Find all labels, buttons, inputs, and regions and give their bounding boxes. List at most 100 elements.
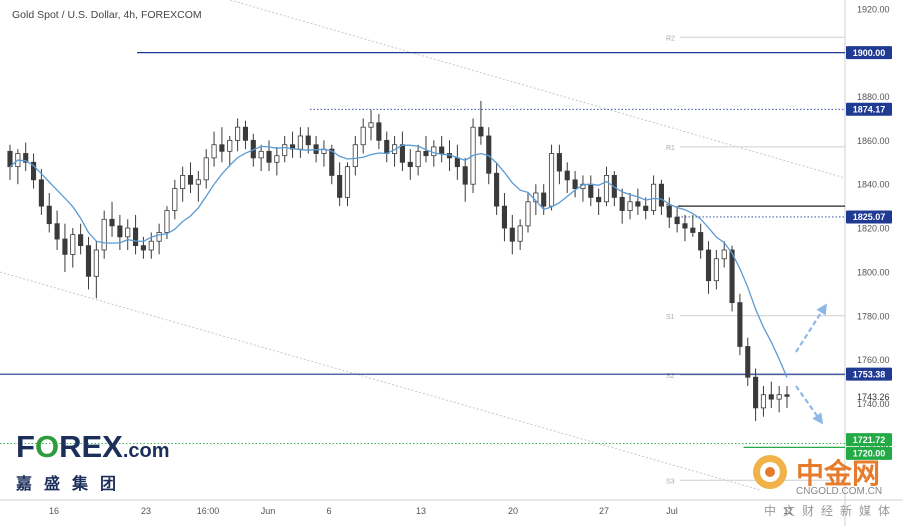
y-tick-label: 1840.00: [857, 180, 890, 190]
candle-body: [556, 153, 562, 172]
forex-logo: FOREX.com 嘉盛集团: [16, 430, 170, 494]
candle-body: [423, 150, 429, 157]
candle: [109, 201, 115, 237]
y-tick-label: 1820.00: [857, 224, 890, 234]
price-axis[interactable]: 1920.001900.001880.001860.001840.001820.…: [857, 4, 890, 453]
candle: [140, 236, 146, 259]
candle-body: [344, 166, 351, 198]
price-label-bg: [846, 446, 892, 460]
candle: [784, 385, 790, 408]
candle-body: [705, 249, 712, 282]
candle-body: [501, 205, 508, 229]
candle: [282, 135, 288, 163]
candle-body: [635, 201, 641, 207]
candle-body: [38, 179, 44, 207]
candle: [156, 223, 162, 255]
candle: [533, 184, 539, 215]
pivot-label-r1: R1: [666, 145, 675, 152]
y-tick-label: 1860.00: [857, 136, 890, 146]
candle: [517, 219, 523, 250]
candle: [415, 144, 421, 176]
candle: [289, 131, 296, 158]
candle-body: [125, 227, 131, 238]
cngold-watermark: 中金网 CNGOLD.COM.CN 中文财经新媒体: [750, 452, 890, 518]
candle-body: [525, 201, 531, 227]
candle-body: [548, 153, 555, 207]
pivot-label-s1: S1: [666, 314, 675, 321]
candle: [384, 131, 390, 163]
candle-body: [101, 218, 107, 251]
candle: [651, 175, 657, 215]
descending-channel: [0, 0, 846, 491]
cngold-name: 中金网: [796, 457, 881, 490]
candle: [509, 214, 515, 255]
cngold-logo-icon: [753, 455, 787, 489]
candle-body: [148, 240, 154, 251]
candle: [494, 162, 500, 215]
candle: [360, 118, 366, 154]
candle: [768, 381, 774, 408]
candle: [211, 131, 217, 167]
price-label-bg: [846, 210, 892, 224]
candle: [454, 144, 460, 180]
price-label-1874-17: 1874.17: [846, 102, 892, 116]
candle-body: [533, 192, 539, 203]
forex-logo-text: FOREX.com: [16, 429, 170, 464]
candle: [635, 188, 641, 215]
candle: [760, 385, 767, 417]
candle: [376, 114, 382, 150]
candle-body: [627, 201, 633, 211]
candle: [368, 109, 374, 141]
candle-body: [30, 161, 37, 181]
candle-body: [187, 175, 194, 185]
candle-body: [211, 144, 217, 159]
candle: [564, 162, 570, 193]
candle: [172, 179, 178, 220]
candle: [305, 127, 311, 154]
price-label-text: 1825.07: [853, 212, 886, 222]
candle-body: [133, 227, 139, 247]
candle-body: [337, 175, 343, 198]
candle-body: [7, 150, 13, 168]
candle: [195, 171, 201, 202]
candle-body: [784, 394, 790, 397]
candle-body: [62, 238, 68, 255]
pivot-label-r2: R2: [666, 35, 675, 42]
candle-body: [776, 394, 782, 400]
x-tick-label: 20: [508, 506, 518, 516]
candle: [85, 236, 92, 290]
candle: [627, 192, 633, 220]
candle-body: [117, 225, 123, 238]
candle-body: [219, 144, 225, 152]
candle: [462, 157, 468, 202]
x-tick-label: 27: [599, 506, 609, 516]
candle-body: [682, 223, 688, 229]
x-tick-label: 13: [416, 506, 426, 516]
pivot-label-s3: S3: [666, 478, 675, 485]
candle-body: [164, 210, 170, 233]
candle: [101, 210, 107, 259]
x-tick-label: Jul: [666, 506, 678, 516]
candle: [525, 192, 531, 233]
candle-body: [329, 148, 335, 176]
candle: [713, 250, 719, 290]
price-label-bg: [846, 102, 892, 116]
candle: [399, 131, 405, 172]
candle-body: [242, 126, 249, 141]
cngold-subtitle: 中文财经新媒体: [764, 504, 898, 518]
price-label-1753-38: 1753.38: [846, 367, 892, 381]
pivot-label-s2: S2: [666, 373, 675, 380]
candle-body: [572, 179, 578, 189]
candle-body: [753, 376, 759, 409]
candle: [745, 337, 751, 386]
candlestick-series: [7, 100, 790, 422]
price-label-1721-72: 1721.72: [846, 433, 892, 447]
chart-title: Gold Spot / U.S. Dollar, 4h, FOREXCOM: [12, 9, 202, 21]
time-axis[interactable]: 16 23 16:00 Jun 6 13 20 27 Jul 11: [49, 506, 793, 516]
candle-body: [109, 218, 115, 227]
candle-body: [140, 245, 146, 251]
candle: [690, 214, 696, 237]
y-tick-label: 1780.00: [857, 311, 890, 321]
candle: [705, 241, 712, 294]
